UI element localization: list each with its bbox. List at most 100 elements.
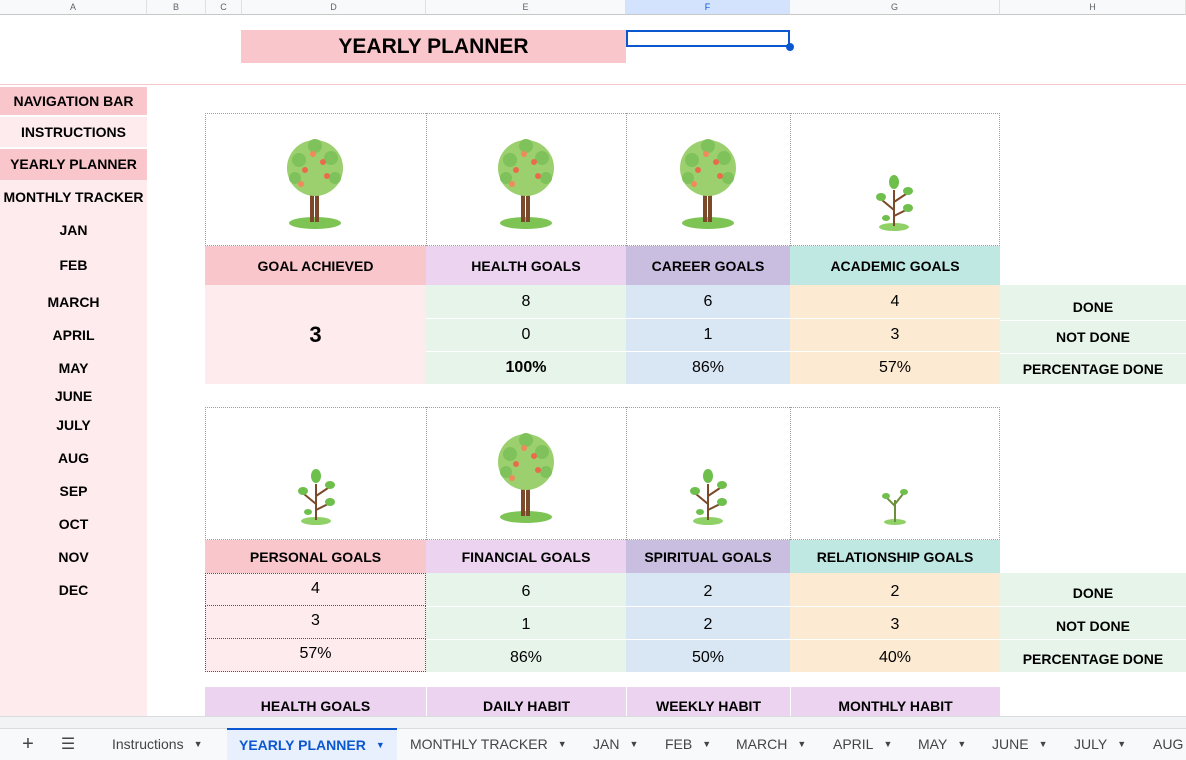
sheet-tab-june[interactable]: JUNE ▼ [980, 728, 1047, 760]
tree-icon [498, 139, 554, 229]
personal-done[interactable]: 4 [205, 573, 426, 606]
chevron-down-icon: ▼ [957, 739, 967, 749]
horizontal-scroll-area[interactable] [0, 716, 1186, 728]
tree-icon [680, 139, 736, 229]
sheet-tab-aug[interactable]: AUG [1141, 728, 1186, 760]
relationship-not-done[interactable]: 3 [790, 606, 1000, 639]
column-header-g[interactable]: G [790, 0, 1000, 15]
header-career-goals: CAREER GOALS [626, 246, 790, 285]
spiritual-percentage[interactable]: 50% [626, 639, 790, 672]
column-header-c[interactable]: C [206, 0, 242, 15]
chevron-down-icon: ▼ [702, 739, 712, 749]
sheet-tab-april[interactable]: APRIL ▼ [821, 728, 892, 760]
sheet-tab-may[interactable]: MAY ▼ [906, 728, 966, 760]
financial-percentage[interactable]: 86% [426, 639, 626, 672]
column-header-f[interactable]: F [626, 0, 790, 15]
label-percentage-done: PERCENTAGE DONE [1000, 353, 1186, 384]
sheet-tab-instructions[interactable]: Instructions ▼ [100, 728, 203, 760]
header-health-goals: HEALTH GOALS [426, 246, 626, 285]
sheet-tab-label: MAY [918, 736, 948, 752]
column-header-a[interactable]: A [0, 0, 147, 15]
chevron-down-icon: ▼ [375, 740, 385, 750]
sheet-tab-label: APRIL [833, 736, 874, 752]
sheet-tab-march[interactable]: MARCH ▼ [724, 728, 806, 760]
column-header-b[interactable]: B [147, 0, 206, 15]
tree-icon [498, 433, 554, 523]
column-header-e[interactable]: E [426, 0, 626, 15]
health-not-done[interactable]: 0 [426, 318, 626, 351]
selected-cell[interactable] [626, 30, 790, 47]
goal-achieved-value[interactable]: 3 [205, 285, 426, 384]
sapling-icon [298, 469, 335, 525]
academic-not-done[interactable]: 3 [790, 318, 1000, 351]
sheet-tab-jan[interactable]: JAN ▼ [581, 728, 638, 760]
personal-not-done[interactable]: 3 [205, 606, 426, 639]
sheet-tab-feb[interactable]: FEB ▼ [653, 728, 711, 760]
sheet-tab-label: FEB [665, 736, 693, 752]
nav-item-nov[interactable]: NOV [0, 541, 147, 574]
nav-item-sep[interactable]: SEP [0, 475, 147, 508]
nav-item-yearly-planner[interactable]: YEARLY PLANNER [0, 149, 147, 180]
add-sheet-icon[interactable]: + [22, 732, 34, 755]
health-done[interactable]: 8 [426, 285, 626, 318]
career-done[interactable]: 6 [626, 285, 790, 318]
all-sheets-menu-icon[interactable]: ☰ [60, 736, 76, 753]
row-divider [0, 84, 1186, 85]
career-percentage[interactable]: 86% [626, 351, 790, 384]
academic-percentage[interactable]: 57% [790, 351, 1000, 384]
chevron-down-icon: ▼ [883, 739, 893, 749]
chevron-down-icon: ▼ [629, 739, 639, 749]
header-relationship-goals: RELATIONSHIP GOALS [790, 540, 1000, 573]
nav-item-navigation-bar[interactable]: NAVIGATION BAR [0, 87, 147, 115]
health-percentage[interactable]: 100% [426, 351, 626, 384]
header-financial-goals: FINANCIAL GOALS [426, 540, 626, 573]
financial-done[interactable]: 6 [426, 573, 626, 606]
financial-not-done[interactable]: 1 [426, 606, 626, 639]
sheet-tab-july[interactable]: JULY ▼ [1062, 728, 1126, 760]
nav-item-jan[interactable]: JAN [0, 215, 147, 246]
career-not-done[interactable]: 1 [626, 318, 790, 351]
column-header-d[interactable]: D [242, 0, 426, 15]
column-header-h[interactable]: H [1000, 0, 1186, 15]
header-weekly-habit: WEEKLY HABIT [626, 687, 790, 719]
tree-icon [287, 139, 343, 229]
personal-percentage[interactable]: 57% [205, 639, 426, 672]
spiritual-done[interactable]: 2 [626, 573, 790, 606]
fill-handle[interactable] [786, 43, 794, 51]
academic-done[interactable]: 4 [790, 285, 1000, 318]
grid-line [426, 407, 427, 540]
relationship-done[interactable]: 2 [790, 573, 1000, 606]
relationship-percentage[interactable]: 40% [790, 639, 1000, 672]
page-title: YEARLY PLANNER [241, 30, 626, 63]
nav-item-aug[interactable]: AUG [0, 442, 147, 475]
sheet-tab-yearly-planner[interactable]: YEARLY PLANNER ▼ [227, 728, 397, 760]
label-not-done: NOT DONE [1000, 606, 1186, 639]
nav-item-april[interactable]: APRIL [0, 319, 147, 352]
sheet-tab-monthly-tracker[interactable]: MONTHLY TRACKER ▼ [398, 728, 567, 760]
spiritual-not-done[interactable]: 2 [626, 606, 790, 639]
sapling-icon [690, 469, 727, 525]
sapling-icon [876, 175, 913, 231]
grid-line [790, 113, 791, 246]
nav-item-july[interactable]: JULY [0, 408, 147, 442]
grid-line [790, 407, 791, 540]
sheet-tab-label: MONTHLY TRACKER [410, 736, 548, 752]
nav-item-instructions[interactable]: INSTRUCTIONS [0, 117, 147, 147]
nav-item-oct[interactable]: OCT [0, 508, 147, 541]
chevron-down-icon: ▼ [1117, 739, 1127, 749]
nav-filler [0, 607, 147, 716]
nav-item-june[interactable]: JUNE [0, 384, 147, 408]
header-spiritual-goals: SPIRITUAL GOALS [626, 540, 790, 573]
header-monthly-habit: MONTHLY HABIT [790, 687, 1000, 719]
nav-item-march[interactable]: MARCH [0, 285, 147, 319]
label-not-done: NOT DONE [1000, 320, 1186, 353]
nav-item-feb[interactable]: FEB [0, 246, 147, 285]
label-done: DONE [1000, 285, 1186, 325]
sheet-tab-bar [0, 728, 1186, 760]
nav-item-dec[interactable]: DEC [0, 574, 147, 607]
header-personal-goals: PERSONAL GOALS [205, 540, 426, 573]
nav-item-monthly-tracker[interactable]: MONTHLY TRACKER [0, 180, 147, 215]
nav-item-may[interactable]: MAY [0, 352, 147, 384]
label-percentage-done: PERCENTAGE DONE [1000, 639, 1186, 672]
header-academic-goals: ACADEMIC GOALS [790, 246, 1000, 285]
